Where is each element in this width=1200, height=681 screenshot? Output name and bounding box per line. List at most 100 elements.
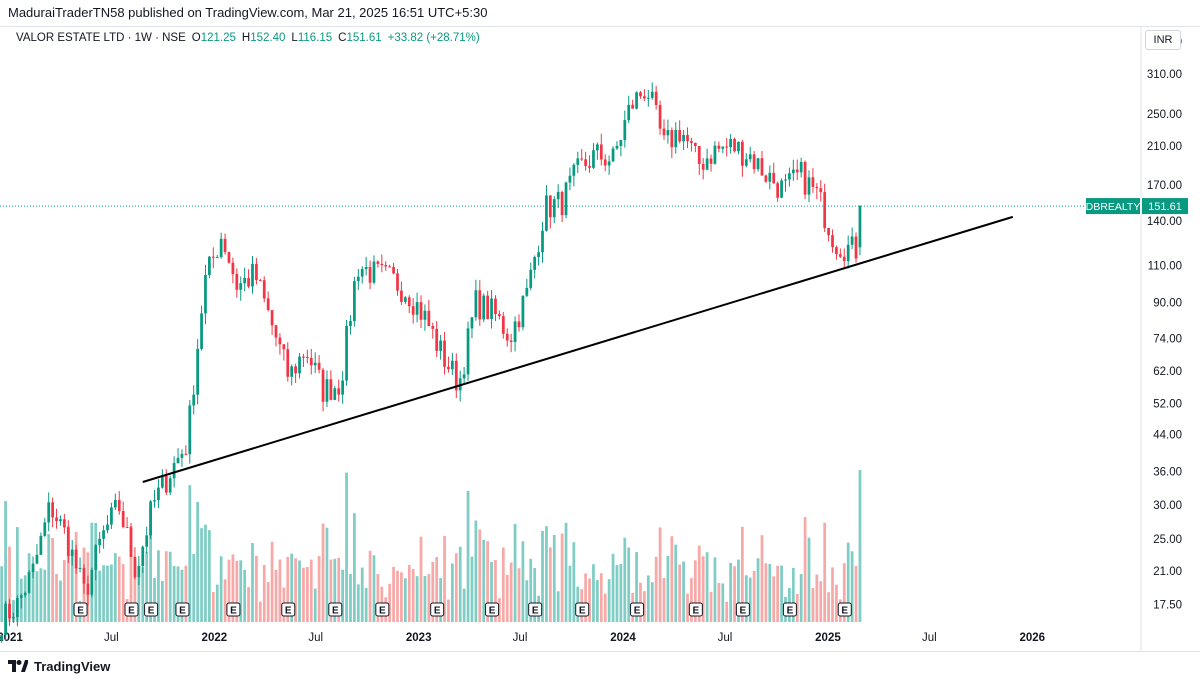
earnings-marker-label: E: [787, 606, 794, 617]
candle-body: [74, 549, 78, 569]
candle-body: [258, 280, 262, 282]
volume-bar: [772, 576, 776, 622]
candle-body: [454, 360, 458, 391]
volume-bar: [70, 551, 74, 622]
volume-bar: [741, 526, 744, 622]
volume-bar: [447, 599, 450, 622]
earnings-marker: [485, 602, 500, 617]
candle-body: [141, 546, 145, 567]
volume-bar: [8, 546, 11, 622]
volume-bar: [670, 536, 674, 622]
volume-bar: [270, 541, 274, 622]
candle-body: [184, 453, 188, 455]
volume-bar: [337, 557, 341, 622]
volume-bar: [596, 580, 599, 622]
volume-bar: [247, 587, 250, 622]
candle-body: [0, 634, 4, 641]
volume-bar: [110, 564, 113, 622]
candle-body: [513, 321, 517, 342]
volume-bar: [243, 569, 247, 622]
volume-bar: [619, 563, 623, 622]
earnings-marker: [575, 602, 590, 617]
volume-bar: [349, 573, 352, 622]
volume-bar: [572, 542, 576, 622]
candle-body: [498, 314, 501, 317]
candle-body: [341, 380, 345, 395]
x-tick-label: Jul: [718, 632, 733, 644]
candle-body: [345, 326, 348, 381]
legend-title: VALOR ESTATE LTD · 1W · NSE: [16, 32, 186, 44]
candle-body: [737, 141, 740, 152]
candle-body: [505, 333, 509, 341]
candle-body: [419, 302, 423, 320]
volume-bar: [548, 547, 552, 622]
volume-bar: [560, 533, 564, 622]
volume-bar: [607, 579, 611, 622]
candle-body: [486, 295, 490, 319]
candle-body: [337, 388, 341, 395]
volume-bar: [450, 563, 454, 622]
volume-bar: [356, 584, 360, 622]
volume-bar: [431, 561, 435, 622]
volume-bar: [592, 564, 595, 622]
volume-bar: [478, 529, 482, 622]
volume-bar: [427, 574, 431, 622]
volume-bar: [509, 562, 513, 622]
candle-body: [59, 519, 62, 522]
candle-body: [756, 158, 760, 170]
volume-bar: [106, 565, 109, 622]
candle-body: [149, 501, 152, 536]
volume-bar: [258, 601, 262, 622]
volume-bar: [454, 553, 458, 622]
earnings-marker: [430, 602, 445, 617]
candle-body: [525, 287, 529, 296]
candle-body: [713, 145, 717, 164]
legend-close-label: C: [338, 32, 347, 44]
candle-body: [19, 595, 23, 598]
footer: TradingView: [8, 656, 110, 676]
candle-body: [157, 487, 160, 501]
candle-body: [780, 180, 783, 198]
earnings-marker: [175, 602, 190, 617]
candle-body: [529, 269, 533, 288]
volume-bar: [552, 534, 556, 622]
candle-body: [662, 128, 666, 136]
candle-body: [450, 360, 454, 370]
volume-bar: [693, 560, 697, 622]
volume-bar: [176, 566, 180, 622]
candle-body: [721, 146, 725, 149]
candle-body: [47, 502, 51, 523]
volume-bar: [729, 562, 732, 622]
candle-body: [654, 91, 658, 105]
legend-change: +33.82 (+28.71%): [387, 32, 480, 44]
candle-body: [15, 597, 19, 618]
volume-bar: [854, 565, 858, 622]
symbol-tag-bg: [1086, 198, 1140, 215]
volume-bar: [407, 564, 411, 622]
chart-frame[interactable]: [0, 26, 1200, 652]
volume-bar: [388, 583, 392, 622]
publisher-text: MaduraiTraderTN58 published on TradingVi…: [8, 5, 488, 20]
volume-bar: [396, 570, 399, 622]
volume-bar: [55, 574, 58, 622]
volume-bar: [498, 598, 501, 622]
candle-body: [478, 290, 482, 320]
symbol-tag: DBREALTY: [1086, 201, 1141, 213]
candle-body: [247, 277, 250, 287]
volume-bar: [564, 522, 568, 622]
candle-body: [788, 173, 791, 180]
candle-body: [784, 179, 787, 181]
candle-body: [466, 328, 470, 375]
candle-body: [121, 511, 125, 528]
candle-body: [709, 158, 713, 164]
volume-bar: [713, 557, 717, 622]
support-trendline: [142, 215, 1014, 483]
volume-bar: [66, 525, 70, 622]
earnings-marker-label: E: [285, 606, 292, 617]
candle-body: [592, 150, 595, 168]
currency-button[interactable]: INR: [1145, 30, 1181, 50]
candle-body: [838, 254, 842, 257]
volume-bar: [827, 592, 830, 622]
volume-bar: [274, 569, 278, 622]
